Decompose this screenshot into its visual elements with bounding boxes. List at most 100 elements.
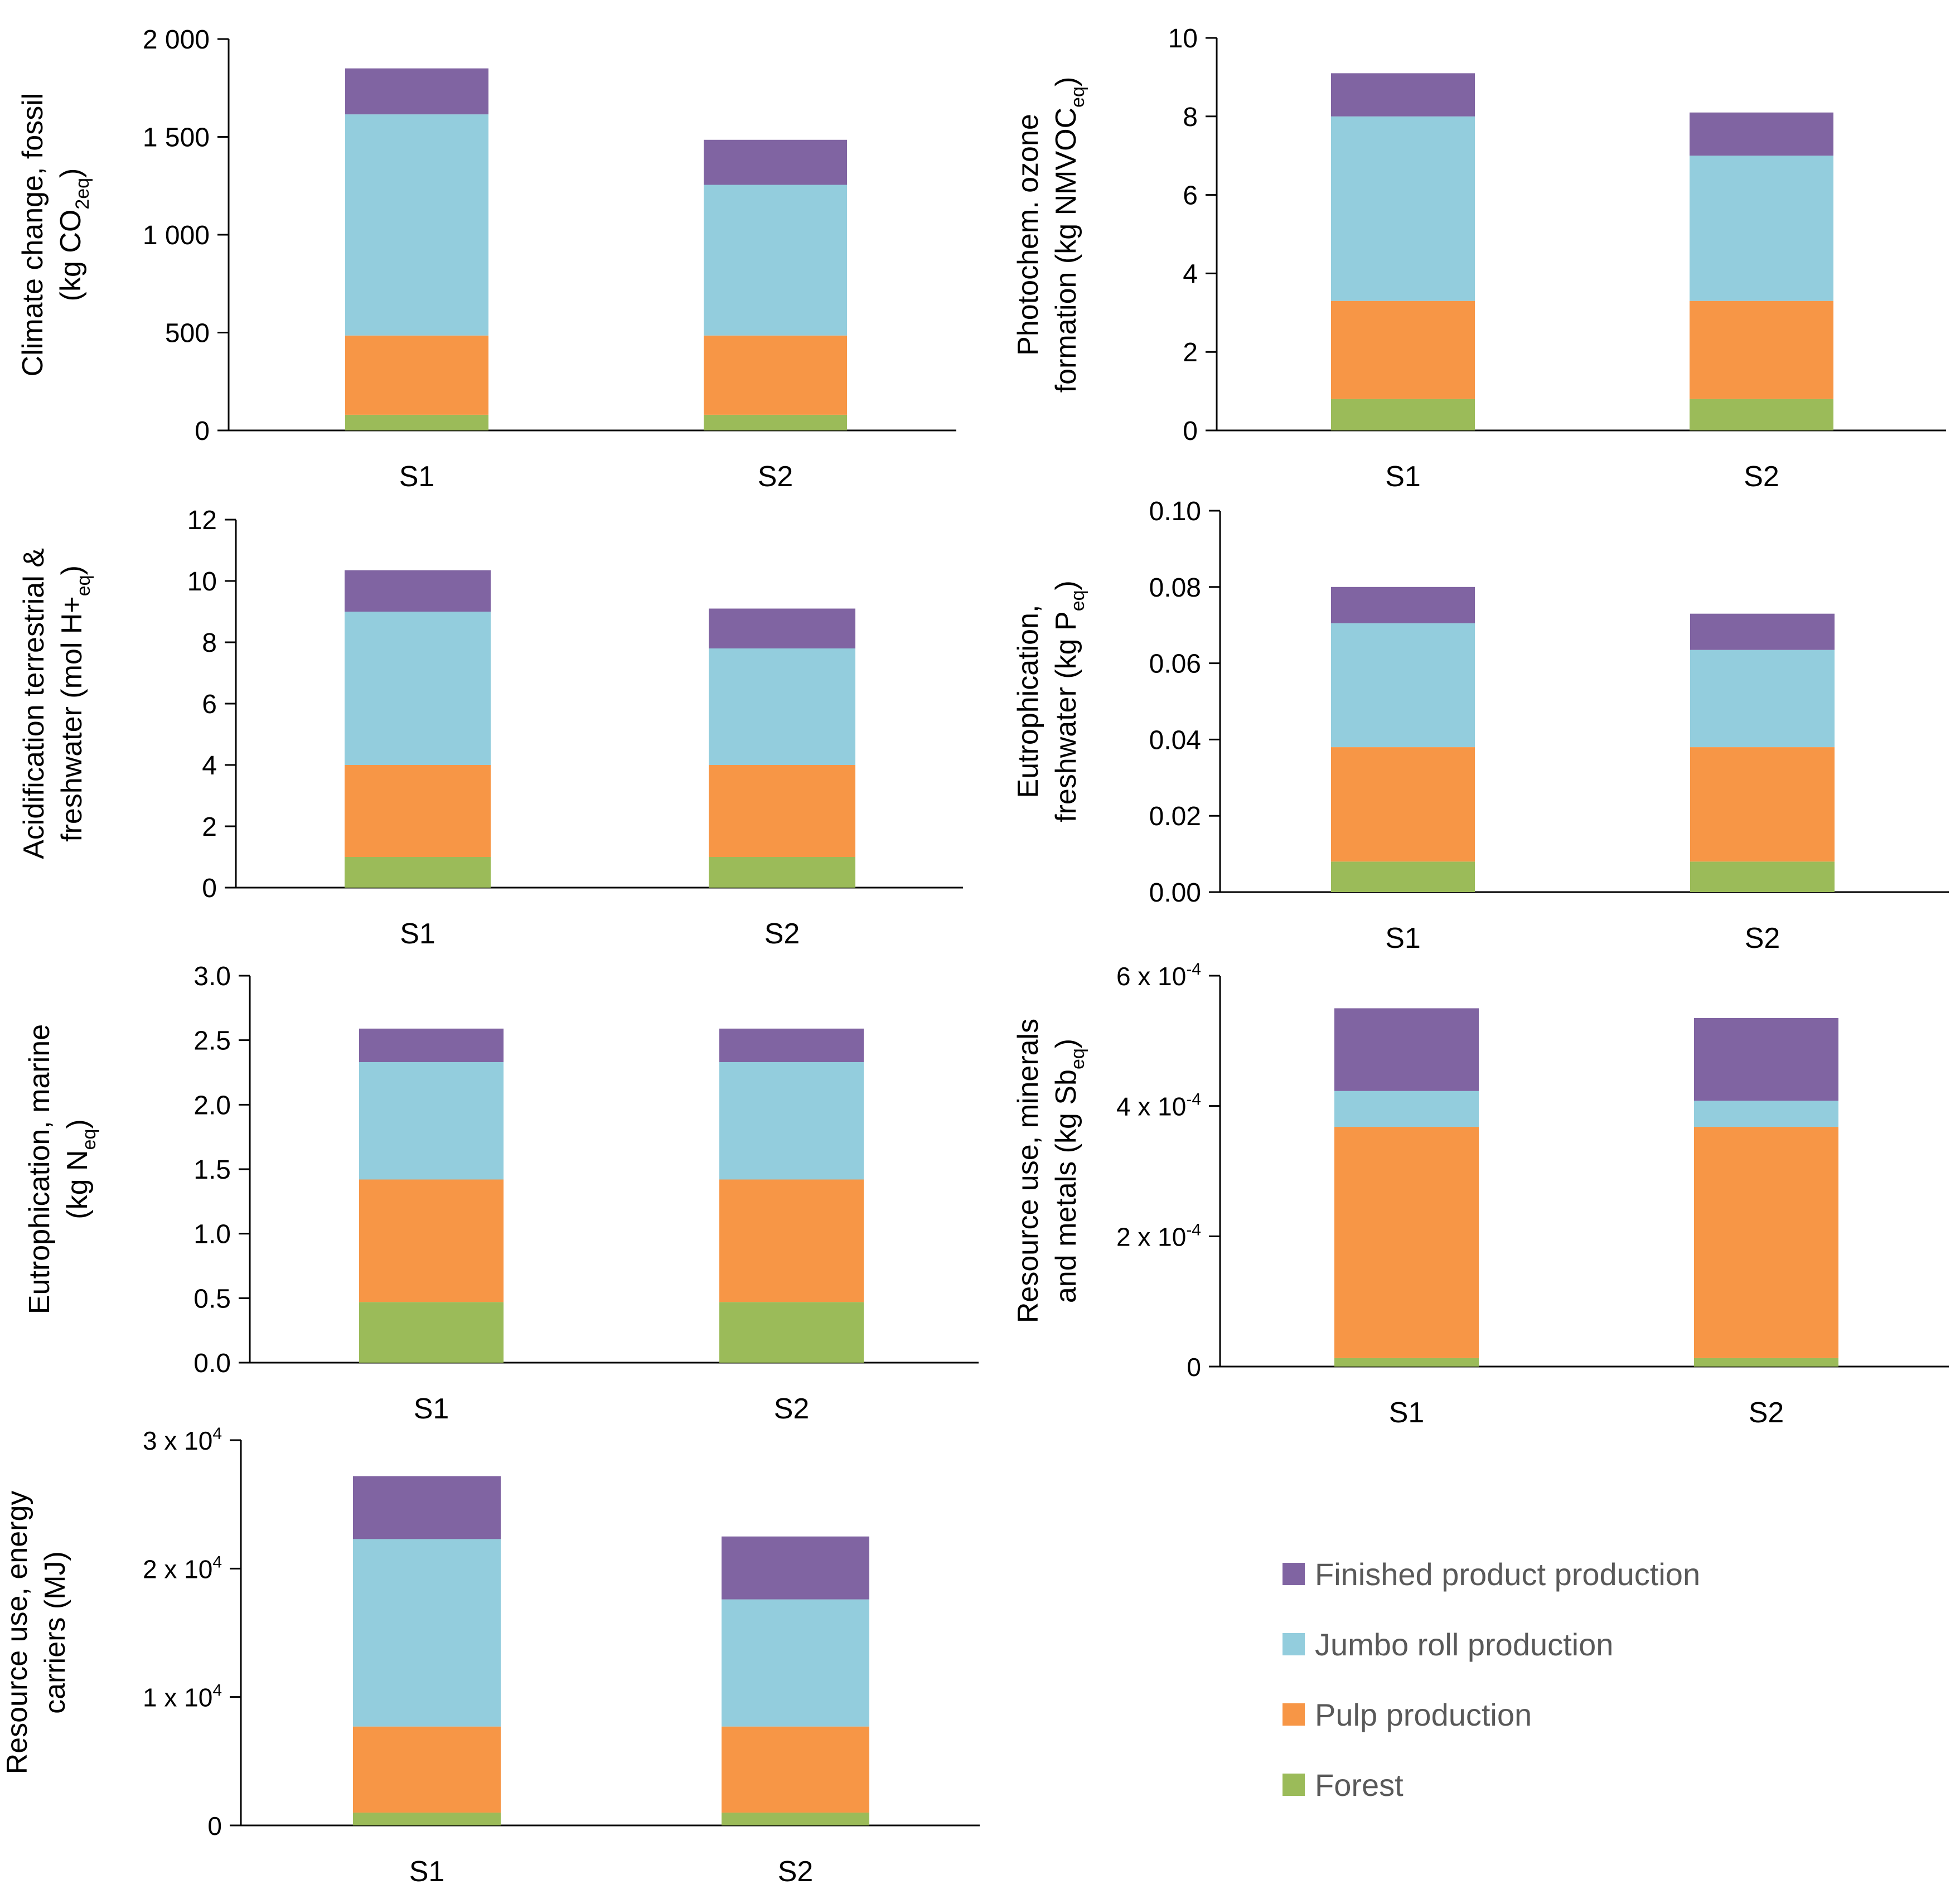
legend-label-finished-product: Finished product production — [1315, 1556, 1701, 1592]
bar-segment-forest-s2 — [722, 1812, 869, 1825]
bar-segment-jumbo-roll-production-s1 — [345, 612, 491, 765]
bar-segment-jumbo-roll-production-s2 — [1690, 156, 1833, 301]
bar-segment-pulp-production-s2 — [722, 1726, 869, 1813]
bar-segment-finished-product-production-s1 — [1331, 73, 1475, 117]
y-axis-title-line-2: freshwater (kg Peq) — [1050, 580, 1088, 822]
y-tick-label: 1.5 — [193, 1155, 231, 1185]
y-tick-label: 1 000 — [143, 221, 210, 250]
y-axis-title-line-1: Acidification terrestrial & — [18, 548, 50, 859]
y-tick-label: 0 — [207, 1811, 222, 1840]
y-tick-label: 6 — [1183, 181, 1198, 211]
y-axis-title-line-1: Resource use, minerals — [1012, 1019, 1044, 1323]
x-category-label: S2 — [758, 461, 793, 493]
legend-label-forest: Forest — [1315, 1767, 1404, 1803]
bar-segment-forest-s1 — [359, 1302, 504, 1363]
y-axis-title-line-2: (kg CO2eq) — [55, 168, 93, 302]
x-category-label: S1 — [414, 1393, 449, 1425]
y-tick-label: 12 — [187, 506, 217, 535]
y-axis-title-line-1: Photochem. ozone — [1012, 114, 1044, 356]
bar-segment-finished-product-production-s1 — [345, 68, 488, 115]
bar-segment-jumbo-roll-production-s2 — [722, 1599, 869, 1727]
y-axis-title-line-1: Eutrophication, marine — [23, 1024, 56, 1314]
y-tick-label: 500 — [165, 319, 210, 348]
y-axis-title-line-2: (kg Neq) — [61, 1119, 100, 1219]
y-tick-label: 4 — [1183, 259, 1198, 289]
y-axis-title-line-1: Eutrophication, — [1012, 605, 1044, 798]
y-tick-label: 0 — [195, 416, 210, 446]
x-category-label: S2 — [1749, 1397, 1784, 1429]
bar-segment-jumbo-roll-production-s1 — [1331, 623, 1475, 748]
y-tick-label: 2 x 104 — [143, 1553, 222, 1583]
bar-segment-jumbo-roll-production-s1 — [359, 1062, 504, 1180]
legend-item-jumbo-roll: Jumbo roll production — [1283, 1609, 1896, 1679]
y-tick-label: 2.5 — [193, 1026, 231, 1056]
legend-swatch-jumbo-roll — [1283, 1633, 1305, 1655]
legend-item-pulp: Pulp production — [1283, 1679, 1896, 1750]
y-axis-title-line-2: carriers (MJ) — [39, 1551, 71, 1714]
bar-segment-forest-s1 — [345, 414, 488, 430]
bar-segment-finished-product-production-s2 — [722, 1536, 869, 1600]
legend: Finished product production Jumbo roll p… — [1283, 1539, 1896, 1820]
y-tick-label: 4 x 10-4 — [1116, 1091, 1201, 1121]
y-tick-label: 0.0 — [193, 1349, 231, 1378]
y-tick-label: 8 — [202, 628, 217, 658]
bar-segment-finished-product-production-s2 — [709, 608, 855, 648]
legend-swatch-finished-product — [1283, 1563, 1305, 1585]
bar-segment-finished-product-production-s1 — [353, 1476, 501, 1539]
bar-segment-jumbo-roll-production-s2 — [704, 185, 847, 336]
y-tick-label: 0.02 — [1149, 802, 1201, 831]
bar-segment-finished-product-production-s2 — [1694, 1018, 1838, 1101]
chart-panel-5: 0.0 0.5 1.0 1.5 2.0 2.5 3.0 S1 S2 Eutrophication,… — [23, 962, 979, 1425]
y-tick-label: 0 — [1183, 416, 1198, 446]
bar-segment-pulp-production-s2 — [709, 765, 855, 857]
y-tick-label: 2 — [1183, 338, 1198, 367]
chart-panel-4: 0.00 0.02 0.04 0.06 0.08 0.10 S1 S2 Eutrophicati… — [1012, 497, 1949, 955]
y-tick-label: 6 x 10-4 — [1116, 960, 1201, 991]
x-category-label: S1 — [1389, 1397, 1425, 1429]
bar-segment-jumbo-roll-production-s2 — [709, 648, 855, 765]
y-tick-label: 0.08 — [1149, 573, 1201, 603]
bar-segment-pulp-production-s2 — [1690, 301, 1833, 399]
bar-segment-finished-product-production-s1 — [345, 570, 491, 612]
bar-segment-jumbo-roll-production-s2 — [1694, 1101, 1838, 1127]
bar-segment-pulp-production-s2 — [719, 1179, 864, 1302]
bar-segment-pulp-production-s1 — [353, 1726, 501, 1813]
y-tick-label: 1 500 — [143, 123, 210, 153]
y-axis-title-line-1: Resource use, energy — [1, 1491, 33, 1775]
x-category-label: S2 — [1744, 461, 1779, 493]
x-category-label: S2 — [778, 1856, 814, 1888]
x-category-label: S1 — [400, 918, 435, 950]
bar-segment-forest-s2 — [1690, 861, 1835, 892]
bar-segment-forest-s1 — [1331, 861, 1475, 892]
y-tick-label: 4 — [202, 751, 217, 781]
x-category-label: S1 — [1385, 461, 1421, 493]
chart-panel-7: 0 1 x 104 2 x 104 3 x 104 S1 S2 Resource use, … — [1, 1425, 980, 1888]
y-tick-label: 0.04 — [1149, 725, 1201, 755]
bar-segment-forest-s1 — [353, 1812, 501, 1825]
bar-segment-forest-s2 — [704, 414, 847, 430]
legend-item-finished-product: Finished product production — [1283, 1539, 1896, 1609]
bar-segment-finished-product-production-s2 — [1690, 613, 1835, 650]
chart-panel-6: 0 2 x 10-4 4 x 10-4 6 x 10-4 S1 S2 Resource us… — [1012, 960, 1949, 1429]
legend-item-forest: Forest — [1283, 1750, 1896, 1820]
y-tick-label: 1.0 — [193, 1220, 231, 1249]
y-tick-label: 3.0 — [193, 962, 231, 991]
y-tick-label: 3 x 104 — [143, 1425, 222, 1455]
bar-segment-pulp-production-s2 — [1694, 1127, 1838, 1358]
legend-swatch-pulp — [1283, 1703, 1305, 1726]
chart-panel-3: 0 2 4 6 8 10 12 S1 S2 Acidification terrestrial &… — [18, 506, 963, 950]
bar-segment-finished-product-production-s2 — [1690, 112, 1833, 156]
y-tick-label: 1 x 104 — [143, 1682, 222, 1712]
y-tick-label: 0 — [202, 874, 217, 903]
y-tick-label: 0.5 — [193, 1284, 231, 1314]
y-axis-title-line-2: freshwater (mol H+eq) — [56, 565, 94, 842]
y-tick-label: 0.10 — [1149, 497, 1201, 526]
y-tick-label: 6 — [202, 690, 217, 719]
bar-segment-forest-s2 — [1690, 399, 1833, 430]
bar-segment-forest-s2 — [1694, 1358, 1838, 1367]
bar-segment-jumbo-roll-production-s1 — [353, 1539, 501, 1727]
bar-segment-pulp-production-s1 — [1331, 301, 1475, 399]
bar-segment-jumbo-roll-production-s1 — [345, 114, 488, 336]
bar-segment-finished-product-production-s1 — [1331, 587, 1475, 623]
